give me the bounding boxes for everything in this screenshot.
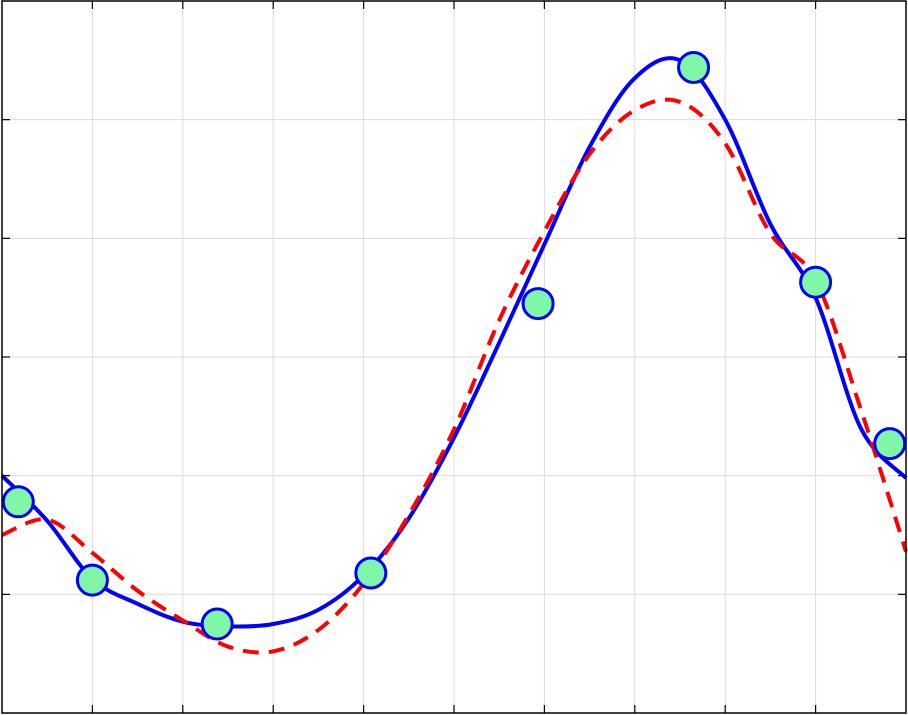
dashed-series-line [1,97,908,655]
data-markers [1,50,907,641]
data-point-marker [799,265,833,299]
data-point-marker [521,287,555,321]
data-point-marker [677,50,711,84]
solid-series-line [0,56,908,629]
plot-series [0,56,908,655]
data-point-marker [75,563,109,597]
data-point-marker [1,485,35,519]
data-point-marker [873,427,907,461]
data-point-marker [200,607,234,641]
data-point-marker [354,556,388,590]
